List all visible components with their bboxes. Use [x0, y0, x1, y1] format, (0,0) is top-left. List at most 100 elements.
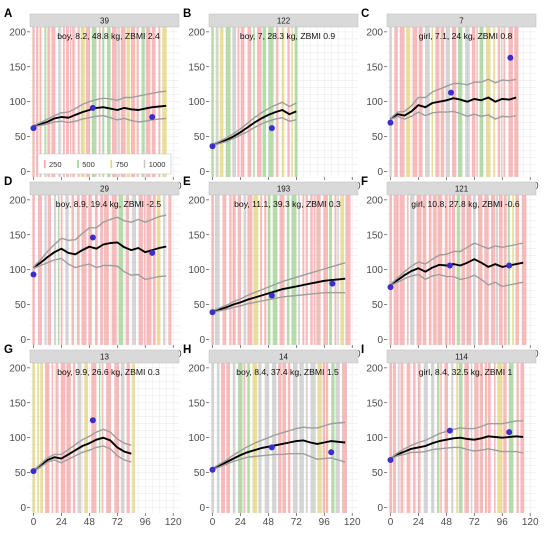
event-band: [487, 363, 491, 513]
panel-h: 14 H 0 50 100 150 200 0 24 48 72 96 120 boy, 8.4, 37.…: [183, 344, 361, 528]
event-band: [305, 363, 308, 513]
y-tick-label: 50: [372, 132, 384, 143]
series-line-upper: [33, 428, 132, 471]
strip-label: 13: [100, 353, 109, 362]
data-point: [506, 262, 513, 269]
y-tick-label: 50: [194, 132, 206, 143]
event-band: [260, 195, 263, 345]
panel-annotation: boy, 9.9, 26.6 kg, ZBMI 0.3: [57, 367, 160, 377]
event-band: [163, 195, 166, 345]
y-tick-label: 100: [188, 97, 205, 108]
panel-annotation: boy, 8.4, 37.4 kg, ZBMI 1.5: [236, 367, 339, 377]
strip-header: [386, 13, 537, 28]
event-band: [422, 195, 427, 345]
y-tick-label: 0: [20, 335, 26, 346]
event-band: [400, 363, 404, 513]
event-band: [305, 195, 308, 345]
series-line-upper: [212, 421, 346, 469]
event-band: [60, 363, 66, 513]
event-band: [423, 363, 428, 513]
event-band: [433, 195, 437, 345]
event-band: [503, 195, 507, 345]
data-point: [209, 309, 216, 316]
event-band: [55, 363, 59, 513]
panel-letter: D: [4, 176, 12, 188]
event-band: [237, 27, 240, 177]
data-point: [268, 292, 275, 299]
strip-header: [208, 181, 359, 196]
x-tick-label: 120: [165, 517, 182, 528]
event-band: [66, 27, 69, 177]
data-point: [448, 89, 455, 96]
event-band: [291, 195, 297, 345]
y-tick-label: 150: [9, 230, 26, 241]
y-tick-label: 100: [366, 97, 383, 108]
event-band: [57, 195, 60, 345]
y-tick-label: 0: [377, 167, 383, 178]
event-band: [485, 27, 491, 177]
event-band: [272, 363, 277, 513]
x-tick-label: 0: [388, 517, 394, 528]
series-line-upper: [33, 90, 167, 127]
event-band: [268, 27, 274, 177]
event-band: [145, 27, 151, 177]
event-band: [32, 27, 35, 177]
y-tick-label: 100: [9, 97, 26, 108]
event-band: [53, 195, 57, 345]
legend-key: [143, 159, 146, 168]
event-band: [225, 27, 231, 177]
panel-annotation: boy, 8.2, 48.8 kg, ZBMI 2.4: [57, 31, 160, 41]
y-tick-label: 150: [9, 62, 26, 73]
event-band: [215, 27, 219, 177]
event-band: [237, 363, 243, 513]
event-band: [479, 27, 484, 177]
series-line-upper: [212, 262, 346, 312]
event-band: [264, 195, 267, 345]
panel-b: 122B050100150200024487296120boy, 7, 28.3…: [183, 8, 361, 192]
event-band: [470, 363, 473, 513]
event-band: [444, 363, 449, 513]
y-tick-label: 200: [188, 363, 205, 374]
event-band: [425, 27, 430, 177]
series-line-lower: [212, 453, 346, 471]
legend-label: 750: [116, 160, 129, 169]
event-band: [66, 363, 71, 513]
event-band: [44, 27, 47, 177]
data-point: [506, 429, 513, 436]
event-band: [345, 195, 351, 345]
panel-letter: I: [361, 344, 364, 356]
event-bands: [32, 195, 172, 345]
event-band: [60, 195, 63, 345]
strip-label: 121: [455, 185, 469, 194]
x-tick-label: 96: [140, 517, 152, 528]
data-point: [387, 456, 394, 463]
legend-key: [110, 159, 113, 168]
event-band: [214, 195, 220, 345]
panel-annotation: boy, 7, 28.3 kg, ZBMI 0.9: [240, 31, 336, 41]
strip-header: [208, 349, 359, 364]
y-tick-label: 50: [15, 132, 27, 143]
panel-annotation: girl, 8.4, 32.5 kg, ZBMI 1: [419, 367, 513, 377]
panel-letter: H: [183, 344, 191, 356]
data-point: [89, 417, 96, 424]
legend-label: 1000: [149, 160, 166, 169]
series-line-median: [212, 109, 297, 146]
event-band: [247, 27, 252, 177]
data-point: [89, 104, 96, 111]
event-band: [515, 195, 519, 345]
x-tick-label: 48: [263, 517, 275, 528]
event-band: [77, 363, 82, 513]
event-band: [476, 27, 478, 177]
event-band: [216, 363, 220, 513]
y-tick-label: 150: [188, 230, 205, 241]
event-band: [461, 195, 465, 345]
event-band: [399, 195, 405, 345]
event-band: [253, 27, 255, 177]
event-band: [111, 27, 117, 177]
strip-label: 29: [100, 185, 109, 194]
event-band: [132, 363, 136, 513]
y-tick-label: 150: [188, 62, 205, 73]
series-line-lower: [33, 257, 167, 281]
event-band: [118, 195, 124, 345]
event-band: [272, 195, 278, 345]
